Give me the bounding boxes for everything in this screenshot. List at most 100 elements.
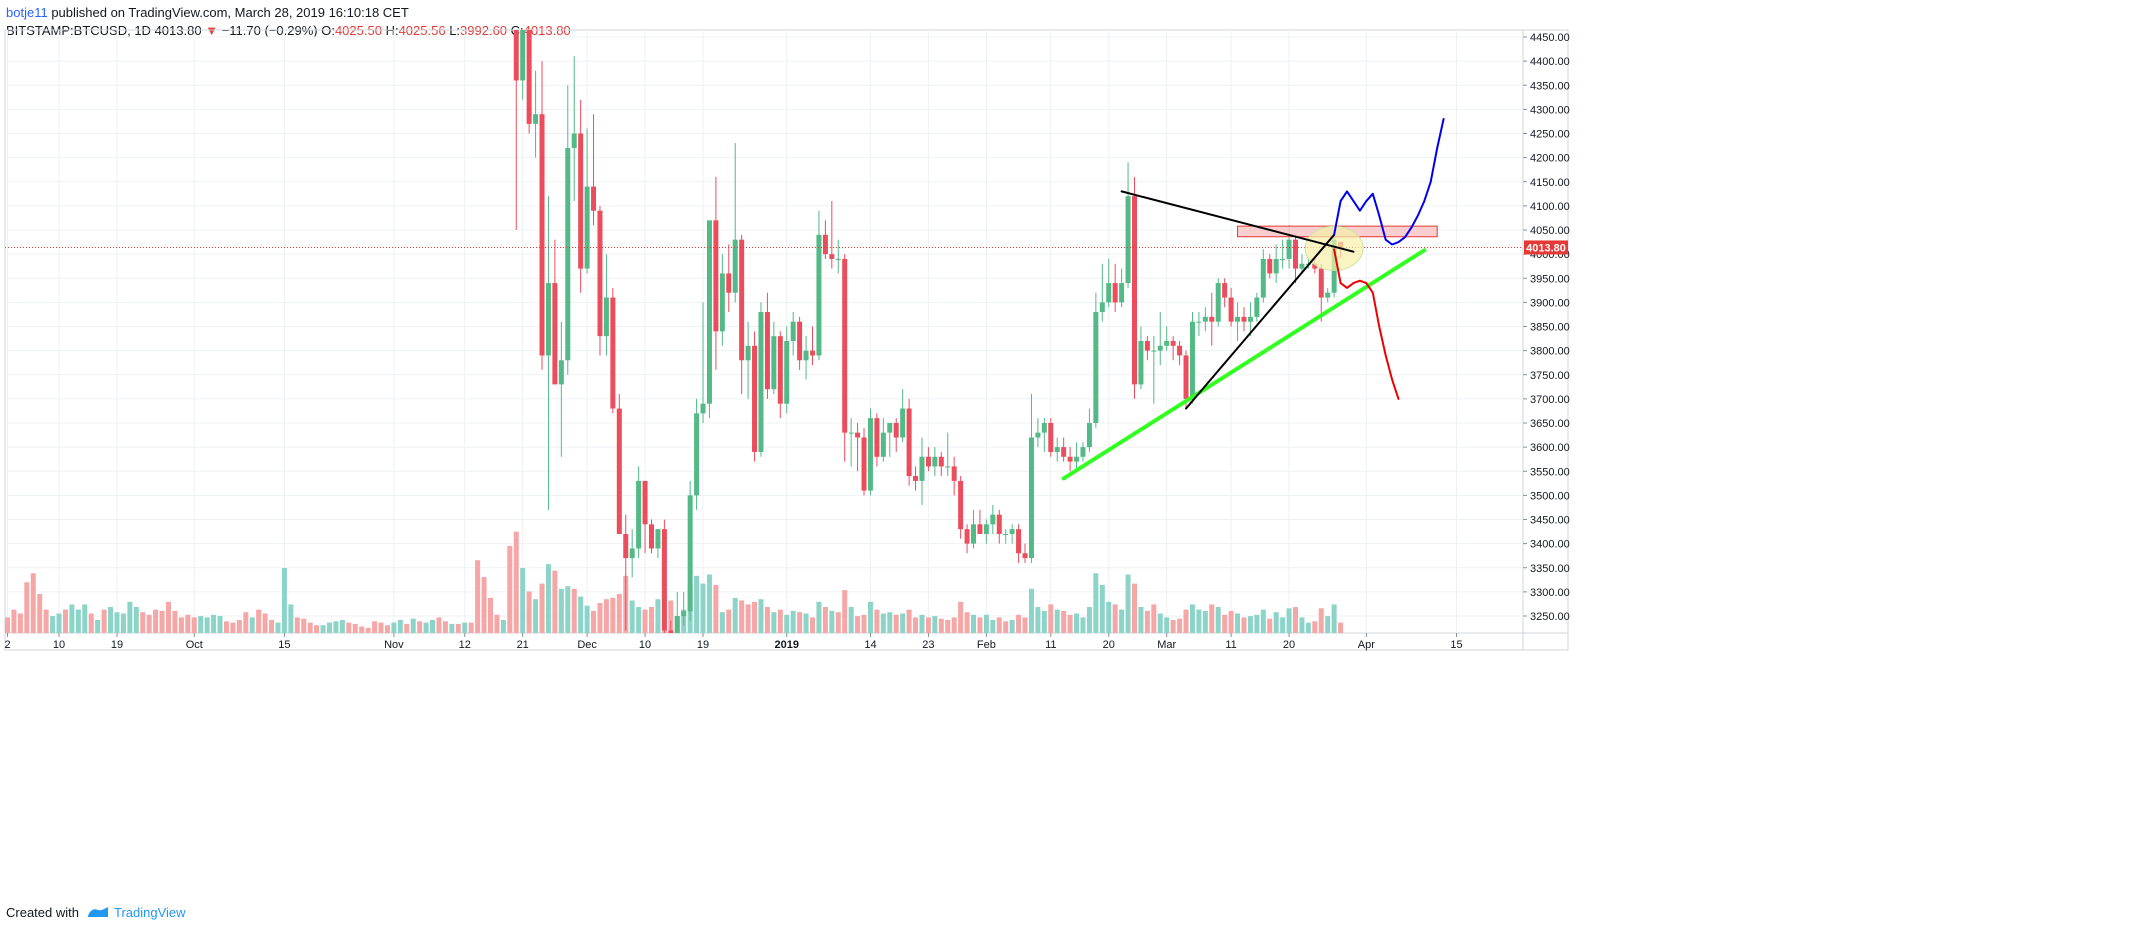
candle bbox=[855, 423, 861, 472]
volume-bar bbox=[294, 617, 300, 633]
candle bbox=[893, 418, 899, 452]
current-price-tag-bg bbox=[1524, 240, 1568, 255]
price-tick-label: 3700.00 bbox=[1530, 394, 1570, 406]
volume-bar bbox=[475, 560, 481, 633]
current-price-tag: 4013.80 bbox=[1524, 240, 1568, 255]
volume-bar bbox=[327, 622, 332, 633]
candle bbox=[919, 437, 925, 506]
volume-bar bbox=[404, 623, 410, 633]
candle bbox=[610, 287, 616, 414]
candle-body bbox=[1106, 283, 1112, 303]
black-resistance-trendline bbox=[1120, 190, 1355, 253]
candle bbox=[539, 61, 545, 370]
candle-body bbox=[861, 437, 867, 491]
candle bbox=[739, 234, 745, 395]
price-tick-label: 3550.00 bbox=[1530, 466, 1570, 478]
volume-bar bbox=[314, 625, 320, 633]
candle bbox=[552, 239, 558, 385]
candle-body bbox=[880, 432, 886, 457]
volume-bar bbox=[797, 612, 803, 633]
candle bbox=[816, 210, 822, 361]
volume-bar bbox=[1209, 604, 1215, 633]
volume-bar bbox=[1338, 622, 1344, 633]
volume-bar bbox=[558, 588, 564, 633]
black-support-trendline bbox=[1185, 233, 1336, 410]
candle-body bbox=[803, 350, 809, 361]
candle bbox=[1273, 244, 1279, 284]
volume-bar bbox=[37, 594, 43, 633]
candle-body bbox=[964, 529, 970, 544]
volume-bar bbox=[1235, 613, 1241, 633]
tradingview-brand-link[interactable]: TradingView bbox=[114, 905, 186, 920]
candle-body bbox=[925, 456, 931, 467]
volume-bar bbox=[1273, 612, 1279, 633]
candle-body bbox=[713, 220, 719, 332]
candle bbox=[1009, 524, 1015, 544]
candle bbox=[784, 326, 790, 414]
candle bbox=[867, 408, 873, 496]
volume-bar bbox=[1112, 604, 1118, 633]
candle bbox=[1215, 278, 1221, 327]
volume-bar bbox=[82, 604, 88, 633]
volume-bar bbox=[301, 618, 307, 633]
candle bbox=[616, 394, 622, 534]
candle-body bbox=[906, 408, 912, 477]
candle-body bbox=[687, 495, 693, 612]
candle-body bbox=[951, 466, 957, 481]
candle bbox=[1228, 287, 1234, 327]
volume-bar bbox=[1260, 609, 1266, 633]
candle-body bbox=[1041, 423, 1047, 433]
candle-body bbox=[1144, 340, 1150, 351]
candle bbox=[1061, 437, 1067, 462]
volume-bar bbox=[11, 609, 17, 633]
author-link[interactable]: botje11 bbox=[6, 5, 48, 20]
candle-body bbox=[623, 533, 629, 559]
volume-bar bbox=[571, 588, 577, 633]
time-tick-label: Nov bbox=[384, 639, 404, 651]
candle bbox=[874, 413, 880, 467]
candle bbox=[900, 389, 906, 443]
volume-bar bbox=[281, 568, 287, 633]
candle-body bbox=[1054, 447, 1060, 452]
candle bbox=[1164, 326, 1170, 351]
candle bbox=[649, 519, 654, 554]
volume-bar bbox=[1067, 614, 1073, 633]
current-price-tag-label: 4013.80 bbox=[1526, 242, 1566, 254]
candle bbox=[1170, 336, 1176, 361]
volume-bar bbox=[243, 612, 249, 633]
candle-body bbox=[990, 514, 996, 525]
candle-body bbox=[900, 408, 906, 438]
volume-bar bbox=[378, 622, 384, 633]
time-tick-label: 21 bbox=[517, 639, 529, 651]
candle bbox=[597, 205, 603, 356]
candle bbox=[1177, 340, 1183, 366]
volume-bar bbox=[603, 599, 609, 633]
volume-bar bbox=[262, 613, 268, 633]
volume-bar bbox=[829, 610, 835, 633]
candle bbox=[1067, 447, 1073, 472]
candle-body bbox=[1119, 283, 1125, 303]
volume-bar bbox=[1035, 607, 1041, 633]
chart-drawings bbox=[5, 118, 1523, 481]
candle-body bbox=[1280, 258, 1286, 260]
volume-bar bbox=[713, 584, 719, 633]
volume-bar bbox=[1202, 610, 1208, 633]
volume-bar bbox=[848, 607, 854, 633]
candle-body bbox=[539, 114, 545, 356]
candle-body bbox=[1202, 316, 1208, 322]
volume-bar bbox=[339, 620, 345, 633]
candle bbox=[1080, 442, 1086, 462]
candle-body bbox=[706, 220, 712, 404]
candle bbox=[777, 331, 783, 419]
candle bbox=[1119, 268, 1125, 308]
candle-body bbox=[784, 340, 790, 404]
volume-bar bbox=[449, 623, 455, 633]
candle bbox=[1196, 312, 1202, 337]
candle bbox=[642, 480, 648, 554]
volume-bar bbox=[861, 614, 867, 633]
volume-bar bbox=[1125, 574, 1131, 633]
volume-bar bbox=[500, 620, 506, 633]
candle-body bbox=[1312, 263, 1318, 269]
volume-bar bbox=[275, 622, 281, 633]
